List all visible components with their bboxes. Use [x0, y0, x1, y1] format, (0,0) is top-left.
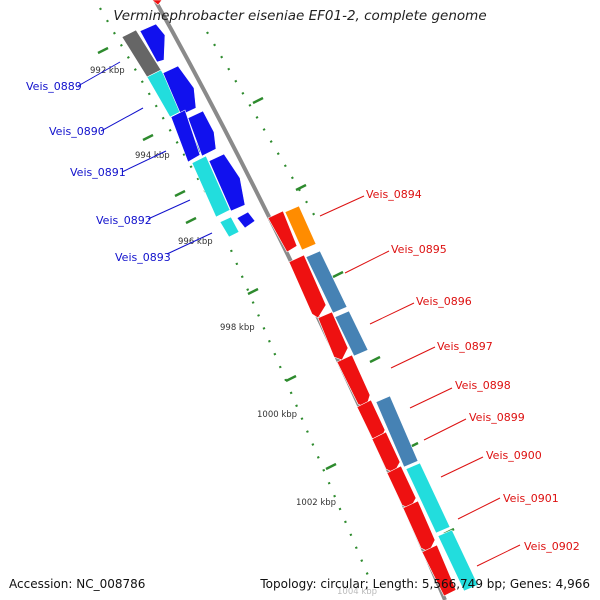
- gene-feature-veis-0896[interactable]: [334, 310, 369, 357]
- major-tick: [295, 183, 307, 192]
- tick-line-inner: [229, 249, 374, 586]
- major-ticks: [97, 46, 455, 536]
- accession-text: Accession: NC_008786: [9, 577, 146, 591]
- cds-feature-veis-0899[interactable]: [371, 431, 401, 474]
- leader-line: [423, 418, 467, 441]
- leader-line: [476, 544, 521, 567]
- gene-label-veis-0889[interactable]: Veis_0889: [26, 80, 82, 93]
- leader-line: [369, 302, 415, 325]
- leader-line: [457, 497, 501, 520]
- gene-label-veis-0893[interactable]: Veis_0893: [115, 251, 171, 264]
- cds-feature-veis-0892[interactable]: [208, 153, 246, 212]
- major-tick: [332, 270, 344, 279]
- gene-label-veis-0902[interactable]: Veis_0902: [524, 540, 580, 553]
- scale-label-1004: 1004 kbp: [337, 587, 377, 597]
- gene-feature-veis-0893[interactable]: [219, 216, 240, 238]
- gene-label-veis-0897[interactable]: Veis_0897: [437, 340, 493, 353]
- cds-feature-veis-0889[interactable]: [139, 23, 166, 63]
- gene-label-veis-0890[interactable]: Veis_0890: [49, 125, 105, 138]
- scale-label-1002: 1002 kbp: [296, 498, 336, 508]
- gene-feature-veis-0902[interactable]: [437, 529, 479, 592]
- major-tick: [285, 374, 297, 383]
- cds-feature-veis-0902[interactable]: [421, 544, 457, 597]
- leader-line: [100, 107, 144, 132]
- gene-label-veis-0892[interactable]: Veis_0892: [96, 214, 152, 227]
- cds-feature-veis-0893[interactable]: [236, 211, 256, 229]
- cds-feature-veis-0894[interactable]: [267, 210, 298, 253]
- cds-feature-veis-0891b[interactable]: [187, 110, 217, 157]
- cds-feature-veis-0895[interactable]: [288, 254, 327, 319]
- leader-line: [390, 346, 436, 369]
- leader-line: [319, 195, 365, 217]
- gene-label-veis-0894[interactable]: Veis_0894: [366, 188, 422, 201]
- gene-feature-veis-0894[interactable]: [284, 205, 317, 251]
- forward-strand-features: [121, 23, 256, 238]
- reverse-strand-features: [151, 0, 479, 597]
- scale-label-994: 994 kbp: [135, 151, 170, 161]
- major-tick: [369, 355, 381, 364]
- cds-feature-veis-0901[interactable]: [402, 500, 436, 553]
- gene-label-veis-0899[interactable]: Veis_0899: [469, 411, 525, 424]
- leader-line: [147, 199, 191, 220]
- major-tick: [174, 189, 186, 198]
- gene-feature-veis-0895[interactable]: [305, 250, 348, 314]
- gene-label-veis-0898[interactable]: Veis_0898: [455, 379, 511, 392]
- tick-line-inner-top: [99, 7, 214, 206]
- gene-label-veis-0896[interactable]: Veis_0896: [416, 295, 472, 308]
- cds-feature-veis-0890[interactable]: [162, 65, 197, 116]
- cds-feature-veis-0891[interactable]: [170, 109, 201, 163]
- leader-line: [77, 61, 121, 87]
- major-tick: [252, 96, 264, 105]
- leader-line: [440, 456, 484, 478]
- gene-label-veis-0901[interactable]: Veis_0901: [503, 492, 559, 505]
- gene-label-veis-0895[interactable]: Veis_0895: [391, 243, 447, 256]
- scale-label-996: 996 kbp: [178, 237, 213, 247]
- scale-label-998: 998 kbp: [220, 323, 255, 333]
- major-tick: [325, 462, 337, 471]
- gene-label-veis-0900[interactable]: Veis_0900: [486, 449, 542, 462]
- major-tick: [247, 287, 259, 296]
- gene-feature-veis-0892[interactable]: [191, 155, 231, 218]
- cds-feature-veis-0896[interactable]: [317, 311, 349, 361]
- scale-label-1000: 1000 kbp: [257, 410, 297, 420]
- leader-line: [121, 150, 167, 173]
- scale-labels: 992 kbp 994 kbp 996 kbp 998 kbp 1000 kbp…: [90, 66, 377, 597]
- scale-label-992: 992 kbp: [90, 66, 125, 76]
- leader-line: [409, 387, 453, 409]
- major-tick: [185, 216, 197, 225]
- leader-line: [166, 232, 213, 255]
- genome-summary-text: Topology: circular; Length: 5,566,749 bp…: [260, 577, 590, 591]
- forward-gene-labels: Veis_0889 Veis_0890 Veis_0891 Veis_0892 …: [26, 61, 213, 264]
- gene-feature-veis-0900[interactable]: [405, 462, 451, 534]
- cds-feature-veis-0897[interactable]: [336, 354, 371, 409]
- genome-backbone: [153, 0, 447, 600]
- cds-feature-edge[interactable]: [151, 0, 163, 6]
- major-tick: [142, 133, 154, 142]
- gene-feature-veis-0898[interactable]: [375, 395, 419, 468]
- reverse-gene-labels: Veis_0894 Veis_0895 Veis_0896 Veis_0897 …: [319, 188, 580, 567]
- gene-label-veis-0891[interactable]: Veis_0891: [70, 166, 126, 179]
- leader-line: [344, 250, 390, 274]
- genome-title: Verminephrobacter eiseniae EF01-2, compl…: [113, 8, 487, 24]
- major-tick: [97, 46, 109, 55]
